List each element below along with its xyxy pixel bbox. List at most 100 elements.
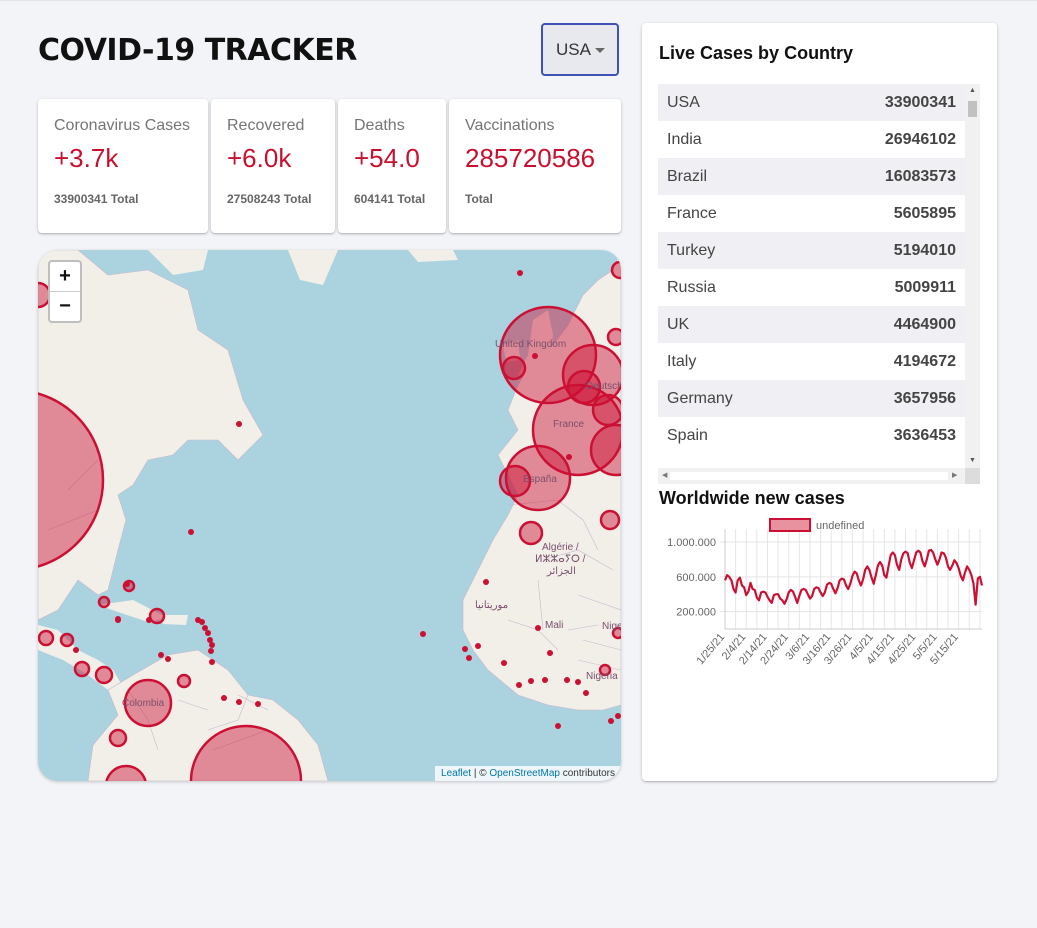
circle-switzerland[interactable] [591, 393, 621, 427]
scroll-down-icon[interactable]: ▼ [969, 457, 976, 464]
circle-cameroon[interactable] [598, 663, 612, 677]
table-row: UK 4464900 [658, 306, 965, 343]
map-label-niger: Niger [602, 621, 621, 632]
circle-uk[interactable] [498, 305, 598, 405]
stat-value: +54.0 [354, 143, 420, 173]
map-tiles[interactable]: United Kingdom France España Algérie / ⵍ… [38, 250, 621, 781]
country-name: Italy [667, 352, 697, 370]
chart-ytick-label: 600.000 [676, 572, 716, 584]
map-label-mali: Mali [545, 620, 563, 631]
chevron-down-icon[interactable] [595, 48, 605, 53]
live-cases-table[interactable]: USA 33900341 India 26946102 Brazil 16083573 Fr… [658, 84, 980, 484]
stat-card-cases[interactable]: Coronavirus Cases +3.7k 33900341 Total [38, 99, 208, 233]
table-row: Germany 3657956 [658, 380, 965, 417]
app-title: COVID-19 TRACKER [38, 33, 357, 68]
stat-title: Coronavirus Cases [54, 117, 191, 134]
circle-ecuador[interactable] [108, 728, 128, 748]
case-count: 4194672 [893, 352, 956, 370]
leaflet-link[interactable]: Leaflet [441, 768, 472, 779]
case-count: 3657956 [893, 389, 956, 407]
world-map[interactable]: United Kingdom France España Algérie / ⵍ… [38, 250, 621, 781]
case-count: 16083573 [884, 167, 956, 185]
table-horizontal-scrollbar[interactable]: ◀ ▶ [658, 468, 965, 484]
map-label-spain: España [523, 474, 557, 485]
stat-card-recovered[interactable]: Recovered +6.0k 27508243 Total [211, 99, 335, 233]
scroll-right-icon[interactable]: ▶ [952, 472, 958, 479]
chart-legend-label[interactable]: undefined [816, 520, 864, 532]
case-count: 5605895 [893, 204, 956, 222]
country-name: Russia [667, 278, 716, 296]
chart-legend-swatch[interactable] [769, 518, 811, 532]
attribution-separator: | © [471, 768, 490, 779]
scroll-corner [965, 468, 980, 484]
chart-ytick-label: 200.000 [676, 607, 716, 619]
case-count: 4464900 [893, 315, 956, 333]
scroll-thumb-horizontal[interactable] [670, 472, 948, 480]
stat-value: 285720586 [465, 143, 596, 173]
country-select[interactable]: USA [541, 23, 619, 76]
circle-costa-rica[interactable] [94, 665, 114, 685]
circle-morocco[interactable] [518, 520, 544, 546]
circle-cuba[interactable] [97, 595, 111, 609]
stat-value: +3.7k [54, 143, 119, 173]
map-circles[interactable] [38, 260, 621, 781]
table-row: Russia 5009911 [658, 269, 965, 306]
zoom-in-button[interactable]: + [59, 265, 71, 287]
case-count: 26946102 [884, 130, 956, 148]
osm-link[interactable]: OpenStreetMap [489, 768, 560, 779]
circle-france[interactable] [531, 383, 621, 477]
case-count: 5009911 [894, 278, 956, 296]
country-name: Spain [667, 426, 708, 444]
map-land-newfoundland [206, 408, 233, 435]
table-vertical-scrollbar[interactable]: ▲ ▼ [965, 84, 980, 468]
circle-norway[interactable] [610, 260, 621, 280]
stat-total: 604141 Total [354, 192, 426, 206]
circle-venezuela[interactable] [176, 673, 192, 689]
circle-panama[interactable] [73, 660, 91, 678]
table-row: Turkey 5194010 [658, 232, 965, 269]
chart-xtick-label: 1/25/21 [695, 631, 728, 667]
circle-guatemala[interactable] [38, 629, 55, 647]
circle-chad[interactable] [611, 626, 621, 640]
zoom-control[interactable]: + − [48, 260, 82, 323]
stat-card-vaccinations[interactable]: Vaccinations 285720586 Total [449, 99, 621, 233]
table-row: Spain 3636453 [658, 417, 965, 454]
circle-brazil[interactable] [189, 724, 303, 781]
country-name: UK [667, 315, 690, 333]
map-dots[interactable] [73, 270, 621, 729]
stat-title: Vaccinations [465, 117, 555, 134]
circle-dominican[interactable] [148, 607, 166, 625]
circle-ireland[interactable] [501, 355, 527, 381]
map-land-south-america [87, 649, 329, 781]
country-name: Turkey [667, 241, 716, 259]
map-borders [47, 459, 621, 751]
circle-tunisia[interactable] [599, 509, 621, 531]
map-land-north-america [38, 250, 264, 621]
stat-total: 27508243 Total [227, 192, 312, 206]
table-row: Brazil 16083573 [658, 158, 965, 195]
circle-peru[interactable] [105, 764, 147, 781]
scroll-thumb[interactable] [968, 101, 977, 117]
circle-usa[interactable] [38, 390, 105, 570]
right-panel: Live Cases by Country USA 33900341 India 26… [642, 23, 997, 781]
circle-portugal[interactable] [498, 464, 532, 498]
case-count: 3636453 [893, 426, 956, 444]
circle-colombia[interactable] [123, 678, 173, 728]
stat-value: +6.0k [227, 143, 292, 173]
scroll-left-icon[interactable]: ◀ [662, 472, 668, 479]
chart-title: Worldwide new cases [659, 488, 845, 508]
zoom-out-button[interactable]: − [50, 291, 80, 321]
map-label-nigeria: Nigeria [586, 671, 618, 682]
country-name: India [667, 130, 702, 148]
map-label-uk: United Kingdom [495, 339, 566, 350]
table-row: France 5605895 [658, 195, 965, 232]
circle-honduras[interactable] [59, 632, 75, 648]
map-label-colombia: Colombia [122, 698, 165, 709]
circle-italy[interactable] [589, 423, 621, 477]
circle-denmark[interactable] [606, 327, 621, 347]
country-select-value: USA [556, 39, 591, 59]
stat-card-deaths[interactable]: Deaths +54.0 604141 Total [338, 99, 446, 233]
worldwide-chart[interactable]: 200.000600.0001.000.0001/25/212/4/212/14… [642, 511, 997, 681]
chart-series-line[interactable] [723, 548, 984, 606]
scroll-up-icon[interactable]: ▲ [969, 87, 976, 94]
